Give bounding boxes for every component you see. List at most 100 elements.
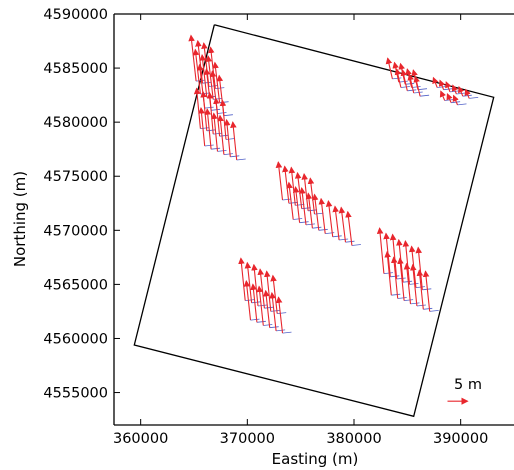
displacement-arrow: [269, 291, 277, 331]
horizontal-vector: [211, 147, 221, 150]
displacement-arrow: [432, 76, 439, 88]
displacement-arrow: [345, 210, 353, 246]
displacement-arrow: [409, 263, 418, 307]
horizontal-vector: [257, 304, 268, 307]
y-tick-label: 4555000: [43, 386, 108, 402]
horizontal-vector: [332, 235, 342, 238]
horizontal-vector: [206, 129, 216, 132]
horizontal-vector: [443, 88, 453, 91]
displacement-arrow: [416, 269, 424, 310]
horizontal-vector: [397, 297, 407, 299]
displacement-arrow: [451, 84, 458, 95]
horizontal-vector: [250, 318, 260, 321]
displacement-arrow: [292, 186, 301, 223]
y-tick-label: 4590000: [43, 7, 108, 23]
horizontal-vector: [200, 127, 210, 129]
displacement-arrow: [458, 85, 465, 97]
plot-background: [114, 14, 514, 425]
horizontal-vector: [422, 288, 432, 291]
horizontal-vector: [457, 103, 467, 106]
displacement-arrow: [407, 73, 415, 94]
horizontal-vector: [416, 304, 426, 307]
horizontal-vector: [213, 132, 223, 135]
horizontal-vector: [403, 280, 413, 283]
displacement-arrow: [422, 270, 431, 312]
x-tick-label: 360000: [113, 431, 168, 447]
horizontal-vector: [245, 299, 255, 301]
horizontal-vector: [423, 307, 433, 310]
horizontal-vector: [204, 144, 214, 147]
horizontal-vector: [217, 112, 227, 114]
horizontal-vector: [398, 80, 408, 83]
displacement-arrow: [318, 197, 326, 234]
horizontal-vector: [390, 275, 400, 278]
displacement-arrow: [446, 92, 453, 103]
axes: [113, 13, 514, 426]
displacement-arrow: [445, 81, 452, 93]
displacement-arrow: [390, 256, 399, 299]
y-tick-label: 4570000: [43, 223, 108, 239]
y-axis-label: Northing (m): [11, 171, 29, 267]
horizontal-vector: [211, 108, 221, 111]
horizontal-vector: [223, 114, 233, 117]
horizontal-vector: [400, 86, 410, 88]
horizontal-vector: [196, 79, 206, 82]
horizontal-vector: [405, 82, 415, 85]
horizontal-vector: [270, 310, 280, 312]
horizontal-vector: [407, 89, 417, 92]
horizontal-vector: [288, 201, 298, 204]
displacement-arrow: [394, 68, 402, 88]
horizontal-vector: [269, 326, 279, 329]
horizontal-vector: [308, 209, 318, 212]
displacement-arrow: [439, 90, 446, 101]
horizontal-vector: [299, 221, 309, 224]
displacement-arrow: [305, 192, 313, 229]
scale-arrow-group: 5 m: [447, 377, 482, 405]
displacement-arrow: [384, 250, 392, 296]
displacement-arrow: [397, 257, 405, 301]
displacement-arrow: [198, 107, 206, 147]
displacement-arrow: [275, 296, 284, 334]
horizontal-vector: [251, 301, 261, 304]
y-tick-label: 4565000: [43, 277, 108, 293]
displacement-arrow: [376, 227, 385, 274]
horizontal-vector: [351, 244, 361, 246]
horizontal-vector: [236, 158, 246, 161]
displacement-arrow: [211, 112, 219, 152]
x-tick-label: 380000: [326, 431, 381, 447]
horizontal-vector: [282, 331, 292, 334]
horizontal-vector: [204, 106, 214, 109]
horizontal-vector: [219, 134, 229, 137]
horizontal-vector: [230, 155, 240, 158]
displacement-arrow: [338, 206, 347, 243]
displacement-arrow: [223, 118, 231, 157]
horizontal-vector: [264, 306, 274, 309]
displacement-arrow: [311, 193, 320, 231]
x-tick-label: 390000: [433, 431, 488, 447]
displacement-arrow: [403, 262, 412, 304]
displacement-arrow: [256, 285, 264, 326]
horizontal-vector: [217, 150, 227, 152]
horizontal-vector: [345, 240, 355, 243]
plot-area: [114, 14, 514, 425]
displacement-arrow: [325, 200, 334, 237]
displacement-arrow: [413, 75, 421, 97]
horizontal-vector: [202, 81, 212, 84]
horizontal-vector: [263, 324, 273, 326]
horizontal-vector: [295, 204, 305, 206]
tick-marks: [114, 13, 462, 425]
displacement-arrow: [250, 283, 258, 323]
horizontal-vector: [301, 207, 311, 210]
displacement-arrow: [332, 205, 340, 241]
displacement-arrow: [400, 69, 408, 91]
displacement-arrow: [385, 57, 393, 80]
displacement-arrow: [212, 61, 221, 103]
y-tick-label: 4575000: [43, 169, 108, 185]
displacement-arrow: [238, 257, 246, 301]
x-axis-label: Easting (m): [272, 450, 359, 468]
displacement-vectors: [188, 34, 479, 334]
horizontal-vector: [208, 85, 218, 87]
horizontal-vector: [404, 299, 414, 301]
horizontal-vector: [415, 286, 425, 288]
horizontal-vector: [314, 212, 324, 215]
